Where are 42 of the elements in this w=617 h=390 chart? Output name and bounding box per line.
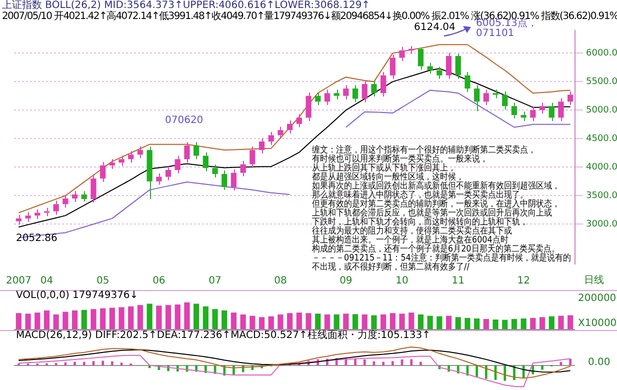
annotation: 070620 bbox=[165, 115, 204, 126]
annotation: 往往成为最大的阻力和支持，使得第二类买卖点在其下或 bbox=[312, 226, 512, 236]
x-tick-label: 07 bbox=[208, 276, 222, 287]
annotation: 6124.04 bbox=[414, 22, 456, 33]
x-tick-label: 06 bbox=[152, 276, 166, 287]
annotation: 下跌时，上轨和下轨才会转向，而这时候转向的上轨和下轨， bbox=[312, 217, 528, 227]
text: 0.00 bbox=[588, 357, 610, 368]
annotation: 缠文：注意，用这个指标有一个很好的辅助判断第二类买卖点， bbox=[312, 145, 536, 155]
annotation: 如果再次的上涨或回跌创出新高或新低但不能重新有效回到超强区域， bbox=[312, 181, 560, 191]
x-tick-label: 2007 bbox=[6, 276, 32, 287]
annotation: 从上轨上跌回其下或从下轨下涨回其上， bbox=[312, 163, 456, 173]
y-tick-label: 6000.0 bbox=[586, 48, 617, 59]
annotation: －－－－091215－11：54注意：判断第一类卖点是有时候，就是说有的 bbox=[312, 253, 571, 263]
y-tick-label: 4500.0 bbox=[586, 134, 617, 144]
annotation: 6005.13点，071101 bbox=[476, 18, 538, 39]
x-tick-label: 10 bbox=[396, 276, 408, 287]
y-tick-label: 3500.0 bbox=[586, 190, 617, 201]
chart-title: 上证指数 BOLL(26,2) MID:3564.373↑UPPER:4060.616↑LOWER:3068.129↑ bbox=[2, 0, 370, 11]
y-tick-label: 4000.0 bbox=[586, 162, 617, 172]
annotation: 都是从超强区域转向一般性区域，这时候， bbox=[312, 172, 464, 182]
text: VOL(0,0,0) 179749376↓ bbox=[16, 290, 138, 301]
annotation: 有时候也可以用来判断第一类买卖点。一般来说， bbox=[312, 154, 488, 164]
annotation: 上轨和下轨都会滞后反应，也就是等第一次回跌或回升后再次向上或 bbox=[312, 208, 552, 218]
text: X10000 bbox=[578, 318, 617, 329]
annotation: 不出现，或不很好判断，但第二就有效多了// bbox=[312, 262, 470, 272]
y-tick-label: 5500.0 bbox=[586, 77, 617, 88]
text: 日线 bbox=[584, 275, 604, 286]
x-tick-label: 09 bbox=[340, 276, 352, 287]
x-tick-label: 12 bbox=[517, 276, 530, 287]
text: MACD(26,12,9) DIFF:202.5↑DEA:177.236↑MACD:50.527↑柱线面积・力度:105.133↑ bbox=[16, 330, 430, 341]
annotation: 构成的第二类卖点，还有一个例子就是6月20日那天的第二类买卖点。 bbox=[312, 244, 560, 254]
y-tick-label: 3000.0 bbox=[586, 219, 617, 230]
annotation: 但更有效的是对第二类卖点的辅助判断，一般来说，在进入中阴状态， bbox=[312, 199, 560, 209]
x-tick-label: 04 bbox=[40, 276, 54, 287]
x-tick-label: 11 bbox=[452, 276, 464, 287]
annotation: 那么就意味着进入中阴状态了，也就是第一类买卖点出现了。 bbox=[312, 190, 528, 200]
text: 200000 bbox=[578, 293, 616, 304]
annotation: 其上被构造出来。一个例子，就是上海大盘在6004点时 bbox=[312, 235, 508, 245]
x-tick-label: 05 bbox=[96, 276, 110, 287]
y-tick-label: 5000.0 bbox=[586, 106, 617, 116]
annotation: 2052.86 bbox=[16, 233, 58, 244]
x-tick-label: 08 bbox=[274, 276, 287, 287]
